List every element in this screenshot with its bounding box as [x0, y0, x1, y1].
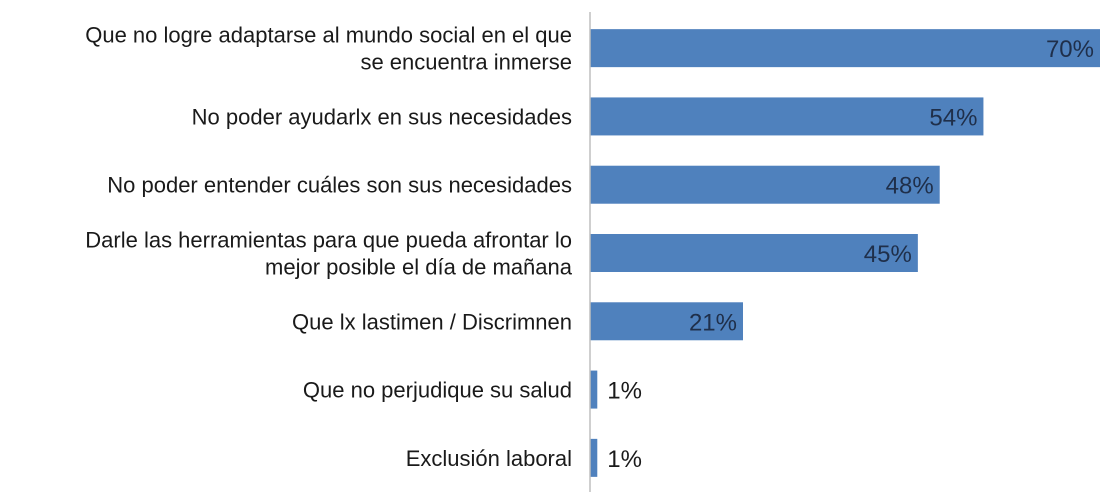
value-label-4: 45% — [864, 241, 912, 268]
category-label-4-line-2: mejor posible el día de mañana — [265, 255, 573, 280]
bar-7 — [590, 439, 597, 477]
bars-layer — [590, 29, 1100, 477]
value-label-2: 54% — [929, 104, 977, 131]
value-label-5: 21% — [689, 309, 737, 336]
bar-6 — [590, 371, 597, 409]
category-label-7: Exclusión laboral — [406, 446, 572, 471]
category-label-1-line-2: se encuentra inmerse — [360, 50, 572, 75]
category-label-2: No poder ayudarlx en sus necesidades — [192, 104, 572, 129]
category-label-5: Que lx lastimen / Discrimnen — [292, 309, 572, 334]
category-label-4-line-1: Darle las herramientas para que pueda af… — [85, 228, 572, 253]
value-label-6: 1% — [607, 378, 642, 405]
value-label-1: 70% — [1046, 36, 1094, 63]
value-label-7: 1% — [607, 446, 642, 473]
category-labels-layer: Que no logre adaptarse al mundo social e… — [85, 23, 573, 471]
category-label-6: Que no perjudique su salud — [303, 378, 572, 403]
bar-2 — [590, 97, 983, 135]
bar-1 — [590, 29, 1100, 67]
category-label-3: No poder entender cuáles son sus necesid… — [107, 173, 572, 198]
value-label-3: 48% — [886, 173, 934, 200]
category-label-1-line-1: Que no logre adaptarse al mundo social e… — [85, 23, 572, 48]
